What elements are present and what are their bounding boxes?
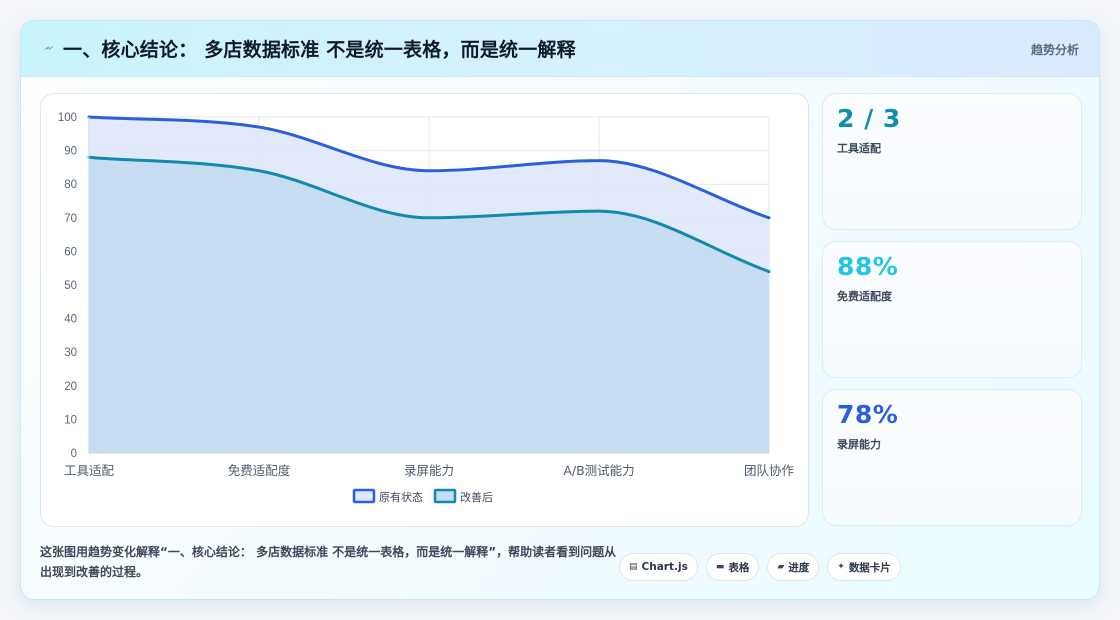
y-tick-label: 10	[64, 414, 77, 426]
y-tick-label: 90	[64, 146, 77, 158]
x-tick-label: A/B测试能力	[563, 463, 634, 478]
legend-swatch	[433, 488, 457, 504]
y-tick-label: 30	[64, 347, 77, 359]
y-tick-label: 80	[64, 179, 77, 191]
legend-label: 原有状态	[379, 490, 423, 504]
stat-value: 2 / 3	[837, 104, 901, 133]
y-tick-label: 0	[71, 448, 77, 460]
pill-label: 进度	[788, 561, 810, 574]
pill-label: 表格	[728, 561, 750, 574]
y-tick-label: 100	[58, 112, 77, 124]
x-tick-label: 团队协作	[744, 463, 795, 478]
section-header: 一、核心结论： 多店数据标准 不是统一表格，而是统一解释 趋势分析	[21, 21, 1099, 77]
legend-label: 改善后	[460, 490, 493, 504]
y-tick-label: 60	[64, 246, 77, 258]
pill-data-card[interactable]: ✦ 数据卡片	[827, 553, 901, 581]
series-area-1	[89, 157, 769, 453]
stat-value: 78%	[837, 400, 899, 429]
stat-label: 录屏能力	[837, 438, 881, 451]
pill-label: Chart.js	[641, 561, 688, 573]
lightning-icon	[44, 46, 54, 50]
y-tick-label: 50	[64, 280, 77, 292]
progress-icon: ▰	[777, 562, 785, 572]
x-tick-label: 录屏能力	[404, 463, 454, 478]
stat-label: 免费适配度	[837, 290, 892, 303]
main-card: 一、核心结论： 多店数据标准 不是统一表格，而是统一解释 趋势分析 0 10 20 3…	[20, 20, 1100, 600]
pill-progress[interactable]: ▰ 进度	[767, 553, 820, 581]
chart-icon: ▤	[629, 562, 638, 572]
stat-value: 88%	[837, 252, 899, 281]
stat-card-free-fit: 88% 免费适配度	[822, 241, 1082, 378]
y-tick-label: 70	[64, 213, 77, 225]
pill-table[interactable]: ▬ 表格	[705, 553, 760, 581]
section-tag: 趋势分析	[1030, 43, 1079, 57]
table-icon: ▬	[715, 562, 725, 572]
stat-label: 工具适配	[837, 142, 881, 155]
chart-container: 0 10 20 30 40 50 60 70 80 90 100 工具适配 免费适配度 录屏能力 A/B测试…	[40, 93, 809, 527]
y-tick-label: 40	[64, 314, 77, 326]
chart-description: 这张图用趋势变化解释“一、核心结论： 多店数据标准 不是统一表格，而是统一解释”…	[40, 545, 617, 579]
section-title: 一、核心结论： 多店数据标准 不是统一表格，而是统一解释	[63, 39, 576, 61]
y-tick-label: 20	[64, 381, 77, 393]
x-tick-label: 工具适配	[64, 463, 115, 478]
stat-card-recording: 78% 录屏能力	[822, 389, 1082, 526]
x-tick-label: 免费适配度	[228, 463, 291, 478]
pill-label: 数据卡片	[848, 561, 891, 574]
area-chart: 0 10 20 30 40 50 60 70 80 90 100 工具适配 免费适配度 录屏能力 A/B测试…	[58, 112, 795, 504]
feature-pills: ▤ Chart.js ▬ 表格 ▰ 进度 ✦ 数据卡片	[619, 553, 901, 581]
pill-chartjs[interactable]: ▤ Chart.js	[619, 553, 698, 581]
legend-swatch	[352, 488, 376, 504]
sparkle-icon: ✦	[837, 562, 845, 572]
stat-card-tool-fit: 2 / 3 工具适配	[822, 93, 1082, 230]
